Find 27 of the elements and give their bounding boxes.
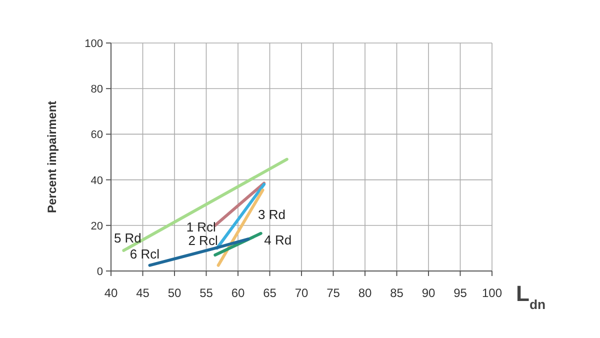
x-tick-label: 60 (231, 286, 245, 300)
x-tick-label: 50 (168, 286, 182, 300)
series-label: 3 Rd (258, 207, 286, 222)
y-tick-label: 40 (90, 174, 103, 187)
y-tick-label: 100 (84, 38, 103, 50)
y-tick-label: 60 (90, 129, 103, 142)
y-tick-label: 80 (90, 84, 103, 96)
x-tick-label: 90 (422, 286, 436, 300)
y-tick-label: 20 (90, 220, 103, 232)
x-tick-label: 65 (263, 286, 277, 300)
x-tick-label: 40 (104, 286, 118, 300)
series-label: 4 Rd (264, 232, 292, 248)
y-axis-title: Percent impairment (45, 100, 59, 214)
series-label: 2 Rcl (188, 233, 218, 248)
x-tick-label: 85 (390, 286, 404, 300)
x-tick-label: 80 (358, 286, 372, 300)
x-tick-label: 75 (326, 286, 340, 300)
x-tick-label: 95 (454, 286, 468, 300)
x-axis-title: L$_{dn}$ (516, 281, 546, 312)
x-tick-label: 55 (200, 286, 214, 300)
series-label: 6 Rcl (130, 246, 160, 262)
series-label: 1 Rcl (186, 219, 216, 234)
x-tick-label: 45 (136, 286, 150, 300)
x-tick-label: 100 (482, 286, 502, 300)
x-tick-label: 70 (294, 286, 308, 300)
series-label: 5 Rd (114, 230, 142, 246)
y-tick-label: 0 (96, 266, 103, 278)
